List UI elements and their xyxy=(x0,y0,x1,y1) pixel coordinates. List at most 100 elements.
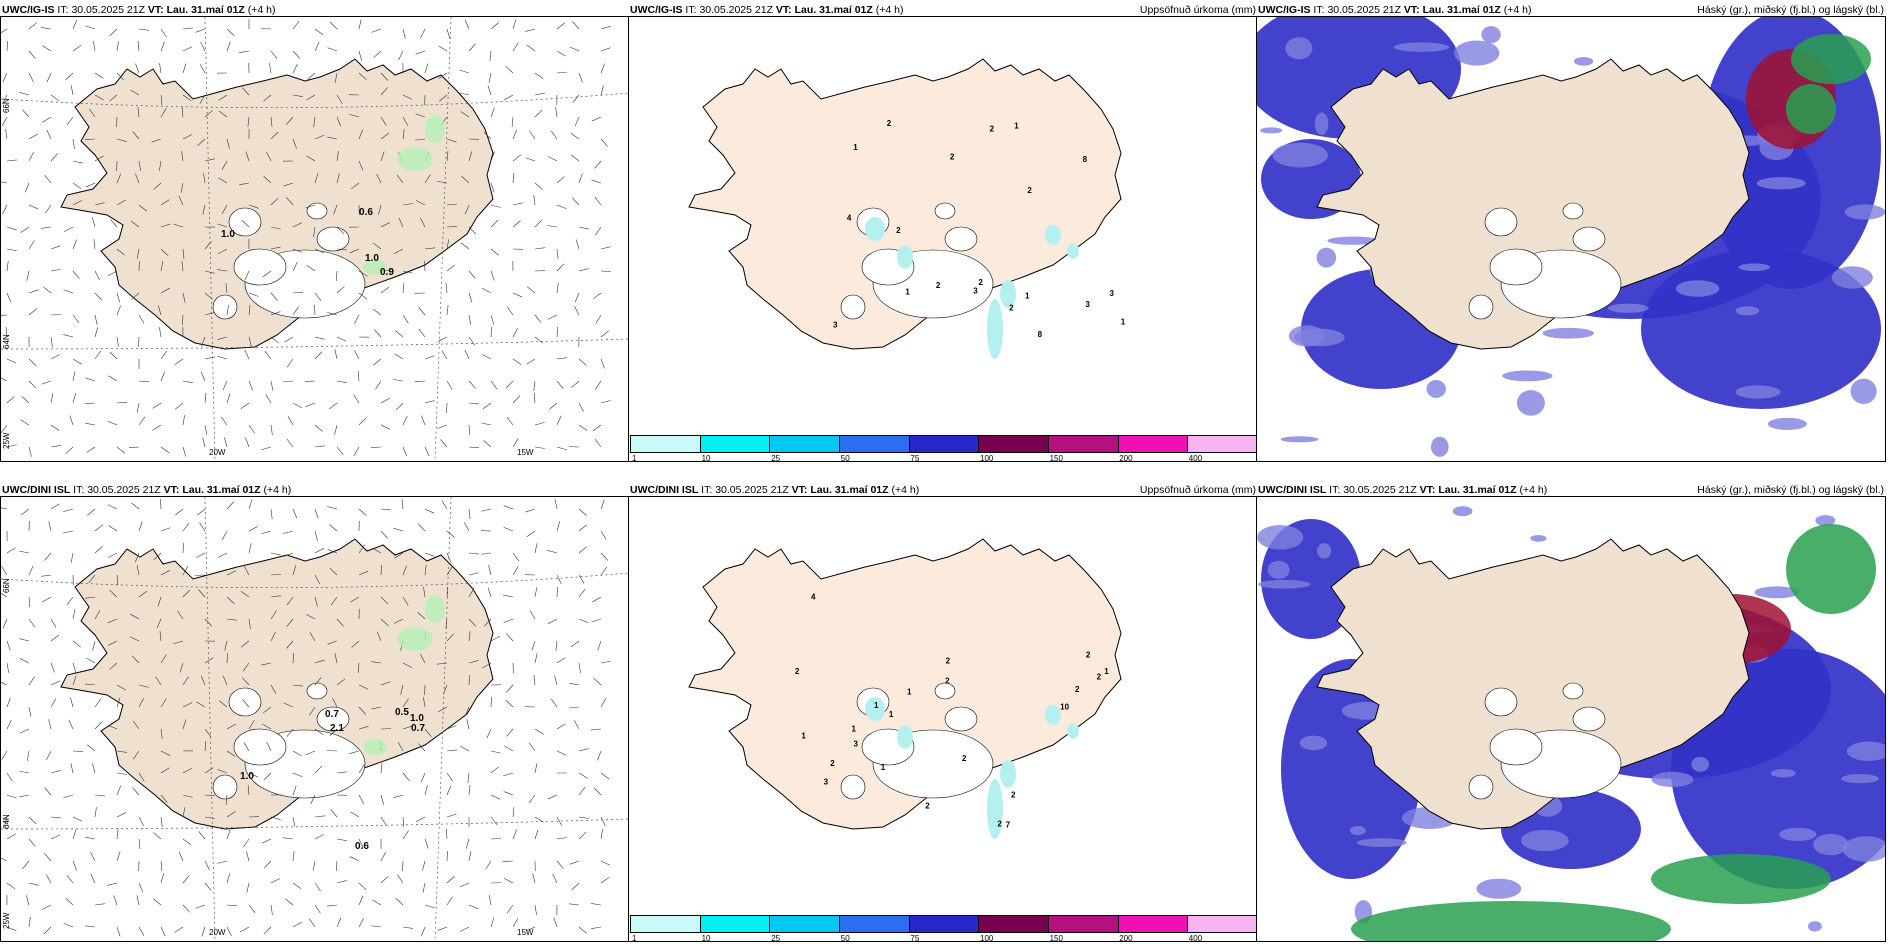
map-frame[interactable] xyxy=(1256,16,1886,462)
wind-barb xyxy=(332,697,338,708)
wind-barb xyxy=(182,446,187,457)
wind-barb xyxy=(446,772,453,782)
init-time: 30.05.2025 21Z xyxy=(71,4,145,16)
map-frame[interactable]: 1.0 0.6 1.0 0.9 66N 64N 25W 20W 15W xyxy=(0,16,630,462)
wind-barb xyxy=(85,596,96,599)
wind-barb xyxy=(594,160,602,169)
colorbar-tick: 400 xyxy=(1188,454,1203,462)
map-canvas[interactable] xyxy=(1257,497,1885,941)
colorbar-tick: 1 xyxy=(632,934,637,942)
wind-barb xyxy=(217,769,228,774)
wind-barb xyxy=(131,502,140,510)
wind-barb xyxy=(94,202,105,206)
wind-barb xyxy=(464,19,470,30)
colorbar-tick: 400 xyxy=(1188,934,1203,942)
wind-barb xyxy=(199,522,206,532)
wind-barb xyxy=(72,750,84,752)
wind-barb xyxy=(50,393,54,404)
map-panel: UWC/DINI ISL IT: 30.05.2025 21Z VT: Lau.… xyxy=(0,480,630,942)
wind-barb xyxy=(2,72,8,83)
wind-barb xyxy=(445,283,448,294)
map-frame[interactable]: 2 1 2 3 2 2 2 3 2 1 2 2 2 1 2 1 7 1 1 10 1 4 2 65N 64N 1 10 25 50 75 1… xyxy=(628,496,1258,942)
wind-barb xyxy=(415,113,426,118)
wind-barb xyxy=(264,350,272,360)
mid-cloud-patch xyxy=(1735,385,1781,399)
wind-barb xyxy=(226,829,231,840)
wind-barb xyxy=(534,109,543,118)
wind-barb xyxy=(446,566,453,576)
wind-barb xyxy=(217,223,228,228)
wind-barb xyxy=(92,763,96,774)
wind-barb xyxy=(50,680,61,686)
wind-barb xyxy=(132,720,140,730)
wind-barb xyxy=(226,618,237,621)
glacier xyxy=(316,706,350,732)
wind-barb xyxy=(578,226,589,230)
wind-barb xyxy=(72,19,78,30)
wind-barb xyxy=(6,444,17,448)
wind-barb xyxy=(424,552,435,557)
wind-barb xyxy=(438,45,448,52)
wind-barb xyxy=(374,329,382,338)
map-frame[interactable]: 3 3 2 2 1 2 8 1 1 2 4 2 1 3 2 3 2 8 1 2 65N 64N 1 10 25 50 75 100 15… xyxy=(628,16,1258,462)
wind-barb xyxy=(402,860,404,872)
wind-barb xyxy=(160,860,163,871)
wind-barb xyxy=(20,419,30,426)
wind-barb xyxy=(459,92,470,96)
wind-barb xyxy=(72,200,83,206)
panel-header: UWC/DINI ISL IT: 30.05.2025 21Z VT: Lau.… xyxy=(628,482,1258,498)
panel-title: UWC/DINI ISL IT: 30.05.2025 21Z VT: Lau.… xyxy=(630,484,919,496)
wind-barb xyxy=(424,63,429,74)
wind-barb xyxy=(244,270,250,281)
mid-cloud-patch xyxy=(1735,306,1760,316)
wind-barb xyxy=(306,265,316,272)
wind-barb xyxy=(180,182,184,193)
wind-barb xyxy=(446,587,448,598)
wind-barb xyxy=(401,499,404,510)
wind-barb xyxy=(270,595,281,598)
wind-barb xyxy=(380,681,391,686)
wind-barb xyxy=(578,424,588,431)
wind-barb xyxy=(42,116,52,123)
wind-barb xyxy=(195,28,206,33)
wind-barb xyxy=(314,304,316,316)
wind-barb xyxy=(556,71,567,74)
wind-barb xyxy=(534,247,545,250)
wind-barb xyxy=(270,574,281,576)
mid-cloud-patch xyxy=(1815,515,1836,527)
wind-barb xyxy=(226,596,235,604)
wind-barb xyxy=(285,898,294,906)
wind-barb xyxy=(94,524,104,532)
wind-barb xyxy=(160,41,165,52)
wind-barb xyxy=(94,314,98,325)
wind-barb xyxy=(269,63,272,74)
wind-barb xyxy=(63,334,74,338)
map-frame[interactable] xyxy=(1256,496,1886,942)
mid-cloud-patch xyxy=(1272,142,1328,168)
wind-barb xyxy=(420,28,426,39)
wind-barb xyxy=(182,807,186,818)
precip-value: 8 xyxy=(1038,330,1043,339)
colorbar-swatch xyxy=(979,916,1050,932)
wind-barb xyxy=(28,596,30,607)
wind-barb xyxy=(6,261,9,272)
wind-barb xyxy=(600,499,605,510)
wind-barb xyxy=(204,158,215,162)
precip-value: 1 xyxy=(881,763,886,772)
wind-barb xyxy=(286,728,294,738)
colorbar-tick: 75 xyxy=(910,934,920,942)
wind-barb xyxy=(28,446,32,457)
wind-barb xyxy=(578,508,587,516)
wind-barb xyxy=(424,904,435,909)
valid-time-label: VT: xyxy=(163,484,180,496)
wind-barb xyxy=(380,618,389,626)
map-frame[interactable]: 0.7 2.1 0.5 0.7 1.0 0.6 1.0 66N 64N 25W 20W 15W xyxy=(0,496,630,942)
wind-barb xyxy=(446,725,457,730)
map-canvas[interactable] xyxy=(1257,17,1885,461)
wind-barb xyxy=(463,522,470,532)
wind-barb xyxy=(446,633,455,642)
